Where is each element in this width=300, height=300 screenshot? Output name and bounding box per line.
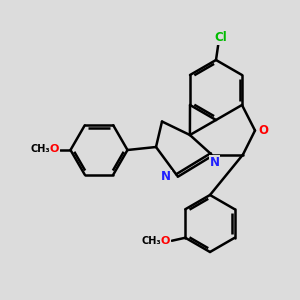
Text: N: N: [209, 156, 220, 170]
Text: O: O: [160, 236, 170, 246]
Text: CH₃: CH₃: [141, 236, 161, 246]
Text: O: O: [49, 144, 59, 154]
Text: N: N: [160, 170, 171, 184]
Text: Cl: Cl: [214, 31, 227, 44]
Text: O: O: [258, 124, 268, 137]
Text: CH₃: CH₃: [31, 144, 50, 154]
